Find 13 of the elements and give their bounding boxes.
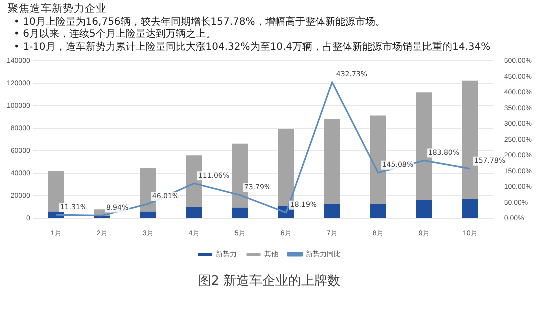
bar — [232, 208, 248, 218]
text: • 6月以来，连续5个月上险量达到万辆之上。 — [14, 29, 217, 42]
bar — [416, 200, 432, 218]
caption: 图2 新造车企业的上牌数 — [197, 273, 342, 290]
bar — [370, 204, 386, 218]
bar — [324, 119, 340, 205]
chart-title: 聚焦造车新势力企业 — [8, 3, 108, 16]
bar — [462, 199, 478, 218]
bar — [186, 207, 202, 218]
text: • 1-10月，造车新势力累计上险量同比大涨104.32%为至10.4万辆，占整体新能源市场销量比重的14.34% — [14, 42, 492, 54]
text: • 10月上险量为16,756辆，较去年同期增长157.78%，增幅高于整体新能源市场。 — [14, 16, 386, 28]
bar — [324, 204, 340, 218]
bar — [140, 212, 156, 218]
